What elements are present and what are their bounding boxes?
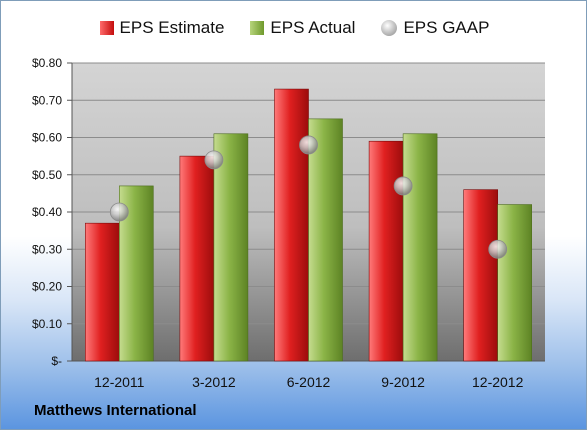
marker-eps-gaap	[299, 135, 318, 155]
y-tick-label: $0.30	[32, 242, 62, 256]
legend-swatch-eps-actual	[250, 21, 265, 35]
marker-eps-gaap	[109, 202, 129, 222]
legend-swatch-eps-gaap	[381, 20, 398, 36]
legend-label-eps-actual: EPS Actual	[270, 18, 356, 37]
legend-label-eps-gaap: EPS GAAP	[403, 18, 490, 37]
marker-eps-gaap	[204, 150, 224, 170]
y-tick-label: $0.10	[32, 317, 62, 331]
x-tick-label: 12-2012	[472, 374, 524, 390]
marker-eps-gaap	[393, 176, 413, 196]
legend-item-eps-gaap: EPS GAAP	[381, 18, 489, 38]
legend-swatch-eps-estimate	[99, 21, 114, 35]
y-tick-label: $0.80	[32, 56, 62, 70]
x-tick-label: 3-2012	[192, 374, 236, 390]
legend-item-eps-estimate: EPS Estimate	[99, 18, 225, 38]
bar-eps-actual	[213, 133, 249, 362]
bar-eps-estimate	[179, 155, 215, 362]
bar-eps-estimate	[85, 222, 120, 362]
x-tick-label: 6-2012	[287, 374, 331, 390]
marker-eps-gaap	[488, 239, 508, 259]
bar-eps-estimate	[274, 88, 309, 362]
bar-eps-estimate	[368, 140, 404, 362]
y-tick-label: $-	[51, 354, 62, 368]
x-tick-label: 9-2012	[381, 374, 425, 390]
y-tick-label: $0.20	[32, 280, 62, 294]
bar-eps-estimate	[463, 189, 499, 362]
y-tick-label: $0.70	[32, 93, 62, 107]
legend: EPS Estimate EPS Actual EPS GAAP	[1, 18, 586, 38]
bar-eps-actual	[402, 133, 438, 362]
legend-label-eps-estimate: EPS Estimate	[119, 18, 225, 37]
x-tick-label: 12-2011	[94, 374, 145, 390]
bar-eps-actual	[497, 204, 533, 362]
bar-eps-actual	[308, 118, 343, 362]
y-tick-label: $0.50	[32, 168, 62, 182]
company-name: Matthews International	[34, 402, 197, 419]
legend-item-eps-actual: EPS Actual	[250, 18, 355, 38]
y-tick-label: $0.40	[32, 205, 62, 219]
y-tick-label: $0.60	[32, 131, 62, 145]
